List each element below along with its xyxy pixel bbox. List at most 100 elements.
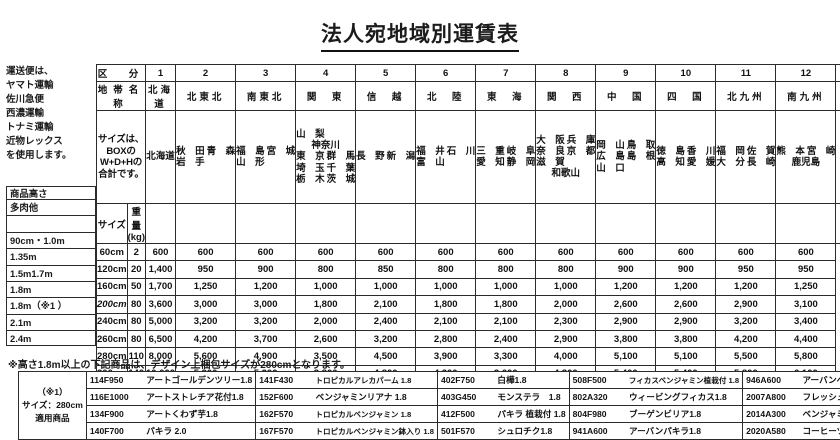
product-cell: 162F570 トロピカルベンジャミン 1.8 — [256, 406, 438, 423]
price-zone-7: 3,300 — [476, 348, 536, 365]
size-value: 160cm — [97, 278, 128, 295]
product-cell: 412F500 パキラ 植栽付 1.8 — [437, 406, 569, 423]
size-value: 240cm — [97, 313, 128, 330]
zone-number-2: 2 — [176, 65, 236, 82]
price-zone-5: 600 — [356, 244, 416, 261]
prefecture-list-10: 徳 島香 川高 知愛 媛 — [656, 111, 716, 204]
product-cell: 140F700 パキラ 2.0 — [86, 423, 255, 440]
prefecture-item: 山 梨 — [296, 129, 325, 140]
carrier-note-line-0: 運送便は、 — [6, 65, 94, 79]
subheader-spacer-9 — [596, 204, 656, 244]
price-zone-7: 600 — [476, 244, 536, 261]
product-name: ウィービングフィカス1.8 — [627, 392, 727, 402]
prefecture-item: 富 山 — [416, 157, 445, 168]
price-zone-12: 4,400 — [776, 330, 836, 347]
zone-name-2: 北東北 — [176, 82, 236, 111]
subheader-spacer-6 — [416, 204, 476, 244]
product-header-line-0: （※1） — [22, 386, 83, 399]
height-row-label: 1.8m — [6, 281, 96, 297]
price-zone-9: 2,900 — [596, 313, 656, 330]
kubun-header: 区 分 — [97, 65, 146, 82]
product-code: 141F430 — [259, 375, 313, 385]
zone-number-10: 10 — [656, 65, 716, 82]
product-code: 2020A580 — [746, 426, 800, 436]
prefecture-item: 山 口 — [596, 163, 625, 174]
size-note-line2: W+D+Hの合計です。 — [97, 157, 145, 180]
price-zone-1: 6,500 — [146, 330, 176, 347]
carrier-note-line-6: を使用します。 — [6, 149, 94, 163]
product-cell: 2020A580 コーヒーツリー1.8 — [743, 423, 840, 440]
chitai-header: 地帯名称 — [97, 82, 146, 111]
prefecture-list-9: 岡 山鳥 取広 島島 根山 口 — [596, 111, 656, 204]
prefecture-item: 東 京 — [296, 151, 325, 162]
price-zone-12: 1,250 — [776, 278, 836, 295]
price-zone-10: 600 — [656, 244, 716, 261]
price-zone-6: 3,900 — [416, 348, 476, 365]
prefecture-grid: 徳 島香 川高 知愛 媛 — [656, 146, 715, 168]
price-zone-5: 2,100 — [356, 296, 416, 313]
zone-name-6: 北 陸 — [416, 82, 476, 111]
weight-value: 80 — [127, 313, 145, 330]
prefecture-list-7: 三 重岐 阜愛 知静 岡 — [476, 111, 536, 204]
price-zone-3: 1,200 — [236, 278, 296, 295]
zone-name-12: 南九州 — [776, 82, 836, 111]
price-zone-7: 800 — [476, 261, 536, 278]
subheader-spacer-13 — [836, 204, 840, 244]
prefecture-item: 兵 庫 — [567, 135, 596, 146]
product-code: 2014A300 — [746, 409, 800, 419]
product-code: 802A320 — [573, 392, 627, 402]
zone-number-1: 1 — [146, 65, 176, 82]
product-name: 白樺1.8 — [495, 375, 527, 385]
weight-value: 2 — [127, 244, 145, 261]
product-header-line-2: 適用商品 — [22, 412, 83, 425]
price-zone-4: 1,000 — [296, 278, 356, 295]
product-cell: 167F570 トロピカルベンジャミン鉢入り 1.8 — [256, 423, 438, 440]
size-value: 260cm — [97, 330, 128, 347]
price-zone-8: 1,000 — [536, 278, 596, 295]
product-cell: 402F750 白樺1.8 — [437, 372, 569, 389]
subheader-spacer-10 — [656, 204, 716, 244]
prefecture-item: 徳 島 — [656, 146, 685, 157]
prefecture-item: 秋 田 — [176, 146, 205, 157]
product-code: 116E1000 — [90, 392, 144, 402]
prefecture-item: 栃 木 — [296, 174, 325, 185]
zone-number-8: 8 — [536, 65, 596, 82]
height-row-label — [6, 215, 96, 231]
price-zone-5: 1,000 — [356, 278, 416, 295]
prefecture-item: 宮 城 — [267, 146, 296, 157]
prefecture-item: 宮 崎 — [807, 146, 836, 157]
height-row-label: 90cm・1.0m — [6, 232, 96, 248]
price-zone-2: 3,000 — [176, 296, 236, 313]
prefecture-item: 熊 本 — [776, 146, 805, 157]
zone-name-row: 地帯名称北海道北東北南東北関 東信 越北 陸東 海関 西中 国四 国北九州南九州… — [97, 82, 840, 111]
price-zone-8: 2,900 — [536, 330, 596, 347]
zone-number-12: 12 — [776, 65, 836, 82]
price-zone-2: 950 — [176, 261, 236, 278]
prefecture-item: 和歌山 — [552, 168, 581, 179]
carrier-note-line-5: 近物レックス — [6, 135, 94, 149]
price-zone-10: 2,600 — [656, 296, 716, 313]
price-zone-9: 2,600 — [596, 296, 656, 313]
height-row-label: 1.8m（※1 ） — [6, 297, 96, 313]
price-zone-10: 2,900 — [656, 313, 716, 330]
product-cell: 114F950 アートゴールデンツリー1.8 — [86, 372, 255, 389]
zone-name-13: 沖 縄 — [836, 82, 840, 111]
prefecture-item: 青 森 — [207, 146, 236, 157]
price-zone-5: 850 — [356, 261, 416, 278]
price-zone-11: 950 — [716, 261, 776, 278]
product-cell: 946A600 アーバンベンジャミン1.8 — [743, 372, 840, 389]
weight-value: 50 — [127, 278, 145, 295]
subheader-spacer-8 — [536, 204, 596, 244]
subheader-spacer-4 — [296, 204, 356, 244]
prefecture-item: 静 岡 — [507, 157, 536, 168]
product-code: 114F950 — [90, 375, 144, 385]
